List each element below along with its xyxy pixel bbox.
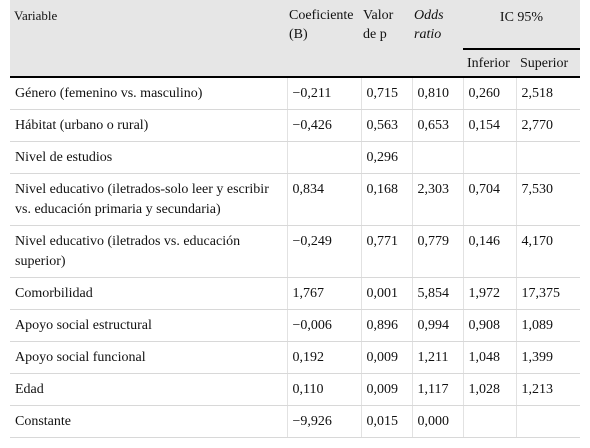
cell-ic-superior: 2,770 (516, 109, 581, 142)
cell-ic-inferior: 1,048 (463, 341, 517, 374)
cell-odds-ratio: 0,994 (412, 309, 464, 342)
regression-table-container: Variable Coeficiente (B) Valor de p Odds… (10, 0, 590, 438)
cell-odds-ratio: 0,653 (412, 109, 464, 142)
cell-ic-inferior: 0,908 (463, 309, 517, 342)
cell-variable: Constante (10, 405, 288, 438)
cell-coeficiente: −0,006 (287, 309, 362, 342)
cell-odds-ratio: 0,000 (412, 405, 464, 438)
table-row: Género (femenino vs. masculino) −0,211 0,7… (10, 77, 581, 110)
cell-coeficiente: −0,249 (287, 225, 362, 278)
cell-valor-p: 0,009 (361, 341, 413, 374)
table-row: Hábitat (urbano o rural) −0,426 0,563 0,653… (10, 109, 581, 142)
table-row: Nivel de estudios 0,296 (10, 141, 581, 174)
cell-valor-p: 0,715 (361, 77, 413, 110)
cell-variable: Nivel educativo (iletrados-solo leer y e… (10, 173, 288, 226)
table-body: Género (femenino vs. masculino) −0,211 0,7… (10, 77, 581, 438)
cell-coeficiente: −0,426 (287, 109, 362, 142)
table-row: Nivel educativo (iletrados vs. educación… (10, 225, 581, 278)
table-row: Edad 0,110 0,009 1,117 1,028 1,213 (10, 373, 581, 406)
cell-coeficiente: −9,926 (287, 405, 362, 438)
cell-ic-superior: 4,170 (516, 225, 581, 278)
cell-variable: Apoyo social estructural (10, 309, 288, 342)
table-header: Variable Coeficiente (B) Valor de p Odds… (10, 0, 581, 78)
header-inferior: Inferior (463, 48, 516, 78)
cell-variable: Género (femenino vs. masculino) (10, 77, 288, 110)
cell-valor-p: 0,168 (361, 173, 413, 226)
cell-coeficiente (287, 141, 362, 174)
cell-valor-p: 0,563 (361, 109, 413, 142)
cell-ic-inferior: 0,154 (463, 109, 517, 142)
cell-coeficiente: −0,211 (287, 77, 362, 110)
cell-ic-superior: 17,375 (516, 277, 581, 310)
cell-valor-p: 0,015 (361, 405, 413, 438)
cell-odds-ratio: 0,779 (412, 225, 464, 278)
cell-ic-superior: 2,518 (516, 77, 581, 110)
cell-variable: Edad (10, 373, 288, 406)
cell-variable: Hábitat (urbano o rural) (10, 109, 288, 142)
cell-variable: Nivel educativo (iletrados vs. educación… (10, 225, 288, 278)
cell-ic-superior: 1,089 (516, 309, 581, 342)
cell-ic-superior: 1,399 (516, 341, 581, 374)
table-row: Apoyo social estructural −0,006 0,896 0,994… (10, 309, 581, 342)
cell-ic-inferior: 0,146 (463, 225, 517, 278)
cell-valor-p: 0,009 (361, 373, 413, 406)
cell-odds-ratio: 2,303 (412, 173, 464, 226)
header-superior: Superior (516, 48, 581, 78)
header-odds-ratio: Odds ratio (412, 0, 463, 78)
cell-valor-p: 0,771 (361, 225, 413, 278)
cell-odds-ratio: 1,117 (412, 373, 464, 406)
cell-ic-inferior (463, 405, 517, 438)
cell-ic-inferior: 1,972 (463, 277, 517, 310)
table-row: Constante −9,926 0,015 0,000 (10, 405, 581, 438)
header-coeficiente: Coeficiente (B) (287, 0, 361, 78)
header-ic-95: IC 95% (463, 0, 581, 49)
cell-ic-inferior: 0,260 (463, 77, 517, 110)
cell-coeficiente: 0,192 (287, 341, 362, 374)
table-row: Nivel educativo (iletrados-solo leer y e… (10, 173, 581, 226)
cell-odds-ratio: 1,211 (412, 341, 464, 374)
cell-valor-p: 0,001 (361, 277, 413, 310)
cell-valor-p: 0,296 (361, 141, 413, 174)
cell-ic-superior: 7,530 (516, 173, 581, 226)
cell-ic-inferior (463, 141, 517, 174)
cell-coeficiente: 1,767 (287, 277, 362, 310)
cell-ic-inferior: 1,028 (463, 373, 517, 406)
regression-table: Variable Coeficiente (B) Valor de p Odds… (10, 0, 581, 438)
cell-coeficiente: 0,834 (287, 173, 362, 226)
header-variable: Variable (10, 0, 287, 78)
cell-odds-ratio: 0,810 (412, 77, 464, 110)
cell-odds-ratio: 5,854 (412, 277, 464, 310)
cell-variable: Comorbilidad (10, 277, 288, 310)
cell-ic-superior (516, 405, 581, 438)
cell-ic-superior: 1,213 (516, 373, 581, 406)
cell-odds-ratio (412, 141, 464, 174)
cell-ic-superior (516, 141, 581, 174)
table-row: Comorbilidad 1,767 0,001 5,854 1,972 17,375 (10, 277, 581, 310)
cell-valor-p: 0,896 (361, 309, 413, 342)
cell-coeficiente: 0,110 (287, 373, 362, 406)
cell-variable: Apoyo social funcional (10, 341, 288, 374)
header-valor-p: Valor de p (361, 0, 412, 78)
cell-variable: Nivel de estudios (10, 141, 288, 174)
cell-ic-inferior: 0,704 (463, 173, 517, 226)
table-row: Apoyo social funcional 0,192 0,009 1,211 1,0… (10, 341, 581, 374)
